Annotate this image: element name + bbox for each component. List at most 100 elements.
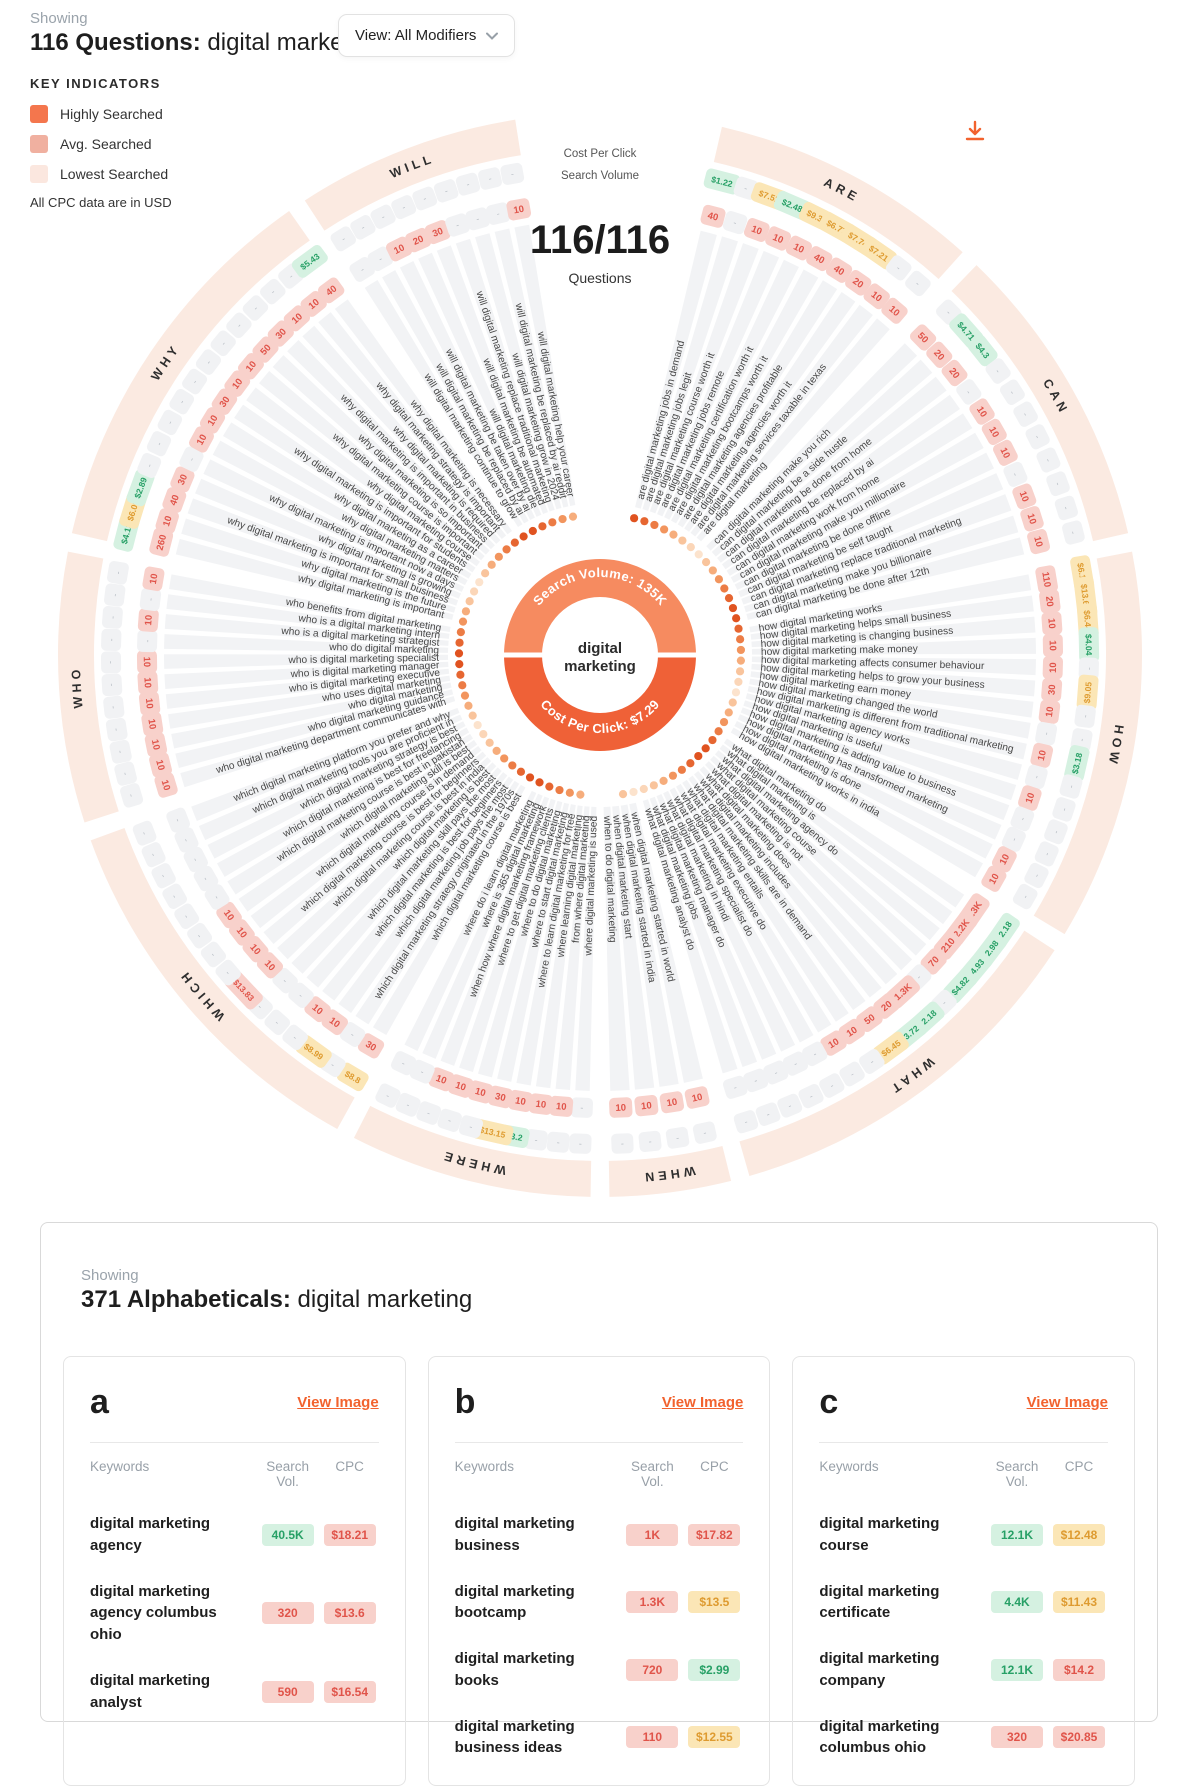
svg-text:-: - <box>1021 410 1031 418</box>
category-arc-when <box>608 1145 732 1197</box>
table-row: digital marketing agency 40.5K $18.21 <box>90 1513 379 1557</box>
svg-text:-: - <box>256 1002 265 1011</box>
view-modifiers-dropdown[interactable]: View: All Modifiers <box>338 14 516 57</box>
question-wedge <box>535 805 583 1089</box>
svg-text:-: - <box>1031 872 1041 879</box>
wheel-question[interactable]: how digital marketing make money <box>761 644 919 658</box>
inner-dot <box>460 691 470 700</box>
view-image-link[interactable]: View Image <box>297 1394 379 1411</box>
keyword-cell: digital marketing bootcamp <box>454 1582 575 1622</box>
volume-chip: 10 <box>993 439 1018 466</box>
inner-dot <box>535 778 544 787</box>
cpc-chip: - <box>157 409 183 436</box>
cpc-chip: - <box>985 358 1011 384</box>
svg-text:-: - <box>1017 816 1027 822</box>
svg-text:20: 20 <box>411 234 425 248</box>
wheel-question[interactable]: who do digital marketing <box>328 642 439 656</box>
question-wedge <box>382 270 529 524</box>
svg-text:10: 10 <box>230 377 245 392</box>
svg-text:10: 10 <box>434 1073 448 1087</box>
legend-item-highly: Highly Searched <box>30 105 172 123</box>
question-wedge <box>719 744 953 925</box>
svg-text:-: - <box>1031 774 1041 780</box>
question-wedge <box>704 761 913 971</box>
wheel-question[interactable]: who is digital marketing specialist <box>287 653 439 666</box>
volume-chip: - <box>339 1022 366 1047</box>
svg-text:-: - <box>107 616 117 620</box>
inner-dot <box>502 545 511 554</box>
svg-text:-: - <box>148 851 158 858</box>
table-row: digital marketing company 12.1K $14.2 <box>819 1648 1108 1692</box>
svg-text:10: 10 <box>195 433 210 448</box>
search-volume-chip: 1K <box>626 1523 679 1546</box>
cpc-chip: $9.05 <box>1076 674 1099 711</box>
question-wedge <box>259 370 485 561</box>
svg-text:-: - <box>204 358 214 366</box>
alphabeticals-showing: Showing <box>81 1267 139 1284</box>
svg-text:-: - <box>106 661 116 664</box>
svg-text:-: - <box>828 1080 835 1090</box>
svg-text:-: - <box>268 287 277 296</box>
view-image-link[interactable]: View Image <box>1026 1394 1109 1411</box>
alpha-card-b: b View Image Keywords Search Vol. CPC digital… <box>427 1356 771 1786</box>
keyword-cell: digital marketing course <box>819 1515 940 1554</box>
svg-text:-: - <box>339 234 347 244</box>
svg-text:-: - <box>534 1135 538 1145</box>
question-wedge <box>272 355 490 555</box>
table-header: Keywords Search Vol. CPC <box>90 1459 364 1489</box>
volume-chip: 10 <box>228 919 255 946</box>
svg-text:-: - <box>1043 457 1053 464</box>
question-wedge <box>246 387 480 567</box>
svg-text:-: - <box>743 183 749 193</box>
cpc-chip: - <box>999 379 1025 406</box>
cpc-chip: - <box>107 561 129 585</box>
svg-text:10: 10 <box>615 1102 626 1113</box>
svg-text:10: 10 <box>986 425 1001 440</box>
inner-dot <box>694 550 703 559</box>
volume-chip: 40 <box>806 246 833 272</box>
volume-chip: 10 <box>237 353 264 380</box>
cpc-chip: - <box>215 959 241 986</box>
svg-text:10: 10 <box>206 413 221 428</box>
svg-text:-: - <box>154 440 164 447</box>
category-arc-which <box>90 828 355 1130</box>
svg-text:-: - <box>115 749 125 754</box>
volume-chip: 40 <box>700 204 726 228</box>
cpc-chip: $6.45 <box>872 1031 909 1065</box>
svg-text:-: - <box>112 727 122 731</box>
download-button[interactable] <box>952 108 998 154</box>
volume-chip: 10 <box>1018 785 1042 811</box>
question-wedge <box>404 790 537 1051</box>
svg-text:50: 50 <box>862 1012 877 1027</box>
inner-dot <box>548 518 557 527</box>
inner-dot <box>731 688 741 697</box>
inner-dot <box>487 560 496 569</box>
svg-text:-: - <box>1042 850 1052 857</box>
alpha-card-c: c View Image Keywords Search Vol. CPC digital… <box>792 1356 1136 1786</box>
question-wedge <box>676 783 832 1033</box>
search-volume-chip: 720 <box>626 1658 679 1681</box>
volume-chip: 10 <box>1042 633 1064 658</box>
inner-dot <box>568 512 578 521</box>
table-row: digital marketing course 12.1K $12.48 <box>819 1513 1108 1557</box>
svg-text:-: - <box>400 202 407 212</box>
svg-text:$9.05: $9.05 <box>1082 681 1094 703</box>
question-wedge <box>714 750 940 941</box>
alphabeticals-title: 371 Alphabeticals: digital marketing <box>81 1286 1135 1314</box>
svg-text:-: - <box>772 1067 779 1077</box>
question-wedge <box>165 668 450 709</box>
cpc-chip: - <box>1046 471 1070 497</box>
svg-text:110: 110 <box>1039 571 1052 588</box>
svg-text:-: - <box>1053 481 1063 487</box>
legend-item-label: Lowest Searched <box>60 166 169 182</box>
view-image-link[interactable]: View Image <box>661 1394 744 1411</box>
question-wedge <box>642 799 738 1074</box>
cpc-chip: $13.5 <box>688 1591 741 1614</box>
volume-chip: 10 <box>256 952 284 979</box>
svg-text:10: 10 <box>666 1097 678 1110</box>
table-row: digital marketing business ideas 110 $12.5… <box>455 1716 744 1760</box>
question-wedge <box>745 693 1023 780</box>
question-wedge <box>749 678 1031 739</box>
question-wedge <box>749 574 1032 633</box>
